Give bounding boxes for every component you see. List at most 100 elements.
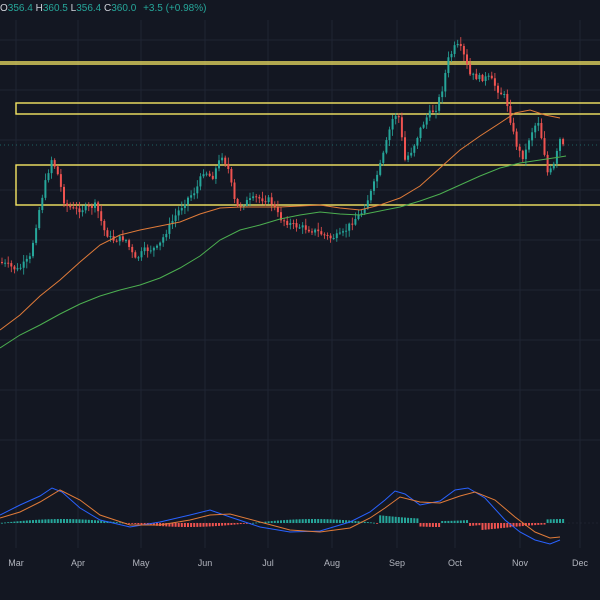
candle-body (422, 124, 425, 128)
candle-body (261, 198, 264, 202)
macd-histogram-bar (13, 521, 16, 523)
month-label-mar: Mar (8, 558, 24, 568)
macd-histogram-bar (518, 523, 521, 527)
candle-body (75, 207, 78, 209)
macd-histogram-bar (450, 520, 453, 523)
macd-histogram-bar (459, 520, 462, 523)
candle-body (183, 204, 186, 209)
macd-histogram-bar (453, 520, 456, 523)
macd-histogram-bar (323, 519, 326, 523)
macd-histogram-bar (193, 523, 196, 527)
candle-body (72, 207, 75, 209)
candle-body (307, 229, 310, 232)
candle-body (13, 266, 16, 270)
macd-histogram-bar (69, 519, 72, 523)
candle-body (7, 262, 10, 264)
candle-body (128, 240, 131, 247)
macd-histogram-bar (363, 521, 366, 523)
candle-body (171, 220, 174, 224)
candle-body (16, 268, 19, 270)
candle-body (270, 197, 273, 205)
candle-body (351, 223, 354, 225)
candle-body (466, 54, 468, 65)
macd-histogram-bar (140, 523, 143, 525)
candle-body (162, 237, 165, 243)
candle-body (236, 199, 239, 207)
macd-histogram-bar (537, 523, 540, 525)
candle-body (273, 204, 276, 208)
candle-body (202, 174, 205, 177)
low-key: L (70, 3, 77, 14)
macd-histogram-bar (469, 523, 472, 526)
macd-histogram-bar (190, 523, 193, 527)
macd-histogram-bar (559, 519, 561, 523)
candle-body (230, 169, 233, 183)
candle-body (168, 223, 171, 234)
macd-histogram-bar (438, 523, 441, 527)
candle-body (360, 213, 363, 215)
candle-body (165, 233, 168, 238)
candle-body (44, 180, 47, 198)
ema-slow-line (0, 155, 567, 349)
candle-body (159, 242, 162, 246)
candle-body (193, 193, 196, 196)
macd-histogram-bar (59, 519, 62, 523)
candle-body (559, 139, 561, 151)
candle-body (521, 150, 524, 160)
candle-body (366, 200, 369, 209)
macd-histogram-bar (180, 523, 183, 527)
macd-histogram-bar (100, 520, 103, 523)
candle-body (385, 140, 388, 153)
support-zone (15, 164, 600, 206)
macd-histogram-bar (211, 523, 214, 527)
macd-histogram-bar (35, 519, 38, 523)
candle-body (1, 262, 3, 263)
macd-histogram-bar (273, 520, 276, 523)
candle-body (487, 75, 490, 77)
candle-body (441, 91, 444, 98)
macd-histogram-bar (441, 520, 444, 523)
candle-body (125, 240, 127, 242)
candle-body (208, 173, 211, 176)
candle-body (100, 211, 103, 221)
macd-histogram-bar (50, 519, 53, 523)
macd-histogram-bar (295, 519, 298, 523)
candle-body (469, 64, 472, 75)
macd-histogram-bar (304, 519, 307, 523)
macd-histogram-bar (224, 523, 227, 526)
macd-histogram-bar (397, 517, 400, 523)
macd-histogram-bar (462, 520, 465, 523)
macd-histogram-bar (134, 523, 137, 524)
candle-body (475, 73, 478, 80)
candle-body (543, 138, 546, 155)
candle-body (506, 93, 509, 107)
macd-histogram-bar (351, 520, 354, 523)
candle-body (518, 146, 521, 151)
resistance-zone (15, 102, 600, 115)
candle-body (4, 262, 7, 264)
candle-body (326, 234, 329, 236)
macd-histogram-bar (115, 522, 118, 523)
candle-body (413, 145, 416, 153)
candle-body (118, 236, 121, 242)
macd-histogram-bar (456, 520, 459, 523)
open-key: O (0, 3, 8, 14)
macd-histogram-bar (63, 519, 65, 523)
candle-body (410, 152, 413, 156)
candle-body (314, 229, 317, 233)
macd-histogram-bar (484, 523, 487, 530)
month-label-aug: Aug (324, 558, 340, 568)
macd-histogram-bar (208, 523, 211, 527)
macd-histogram-bar (407, 517, 410, 523)
macd-histogram-bar (534, 523, 537, 526)
candle-body (267, 197, 270, 203)
candle-body (149, 250, 152, 252)
month-label-may: May (132, 558, 150, 568)
candle-body (134, 252, 137, 258)
candle-body (97, 202, 100, 212)
candle-body (19, 267, 22, 269)
candle-body (59, 174, 62, 187)
macd-histogram-bar (72, 519, 75, 523)
